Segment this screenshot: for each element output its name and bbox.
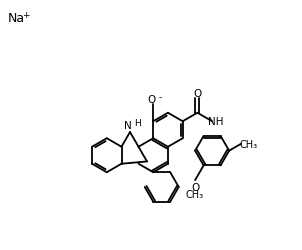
Text: H: H: [134, 119, 141, 128]
Text: N: N: [124, 120, 132, 130]
Text: +: +: [22, 10, 30, 20]
Text: O: O: [191, 182, 199, 192]
Text: O: O: [147, 95, 155, 105]
Text: NH: NH: [208, 117, 224, 127]
Text: -: -: [158, 92, 162, 101]
Text: CH₃: CH₃: [185, 189, 203, 199]
Text: CH₃: CH₃: [240, 139, 258, 149]
Text: Na: Na: [8, 12, 25, 26]
Text: O: O: [193, 89, 201, 99]
